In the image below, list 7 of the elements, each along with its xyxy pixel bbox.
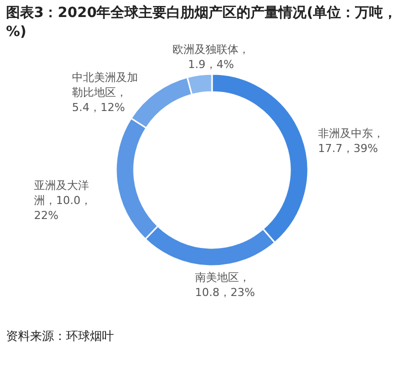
chart-title: 图表3：2020年全球主要白肋烟产区的产量情况(单位：万吨，%) (6, 4, 398, 42)
slice-label: 非洲及中东，17.7，39% (318, 126, 385, 156)
slice-label: 中北美洲及加勒比地区，5.4，12% (72, 70, 139, 115)
slice-label: 亚洲及大洋洲，10.0，22% (34, 178, 92, 223)
slice-label: 南美地区，10.8，23% (195, 270, 256, 300)
slice-label: 欧洲及独联体，1.9，4% (172, 42, 250, 72)
text: 资料来源：环球烟叶 (6, 328, 114, 345)
